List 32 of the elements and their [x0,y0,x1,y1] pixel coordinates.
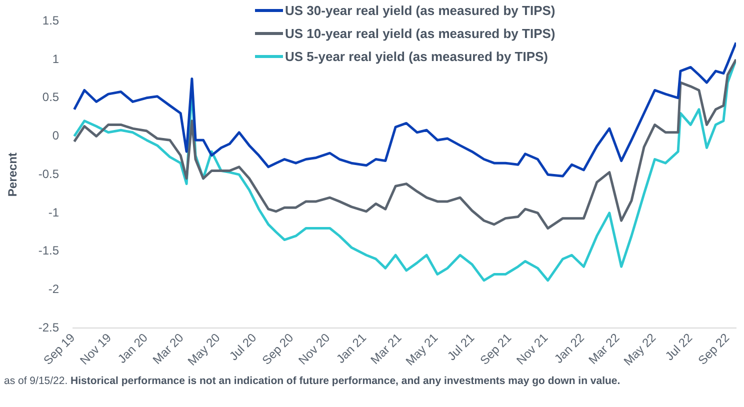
x-tick-label: Nov 21 [514,330,551,368]
x-tick-label: Sep 22 [695,330,732,368]
y-tick-label: -1.5 [38,244,60,258]
x-tick-label: Nov 19 [77,330,114,368]
x-tick-label: Jul 20 [226,330,260,364]
x-tick-label: Mar 20 [150,330,186,367]
y-tick-label: -1 [48,205,60,220]
legend-label: US 10-year real yield (as measured by TIPS) [285,26,556,40]
y-tick-label: -2 [48,282,60,296]
y-tick-label: -0.5 [38,166,60,181]
y-tick-label: 0 [52,128,60,143]
legend-label: US 30-year real yield (as measured by TIPS) [285,2,556,18]
y-tick-label: 0.5 [42,90,60,104]
x-tick-label: Jan 20 [115,330,151,366]
text: as of 9/15/22. [4,375,68,387]
x-tick-label: Jan 22 [552,330,588,366]
x-tick-label: Jul 22 [662,330,696,364]
x-tick-label: May 21 [402,330,441,368]
x-tick-label: Sep 20 [259,330,296,368]
x-tick-label: Nov 20 [296,330,333,368]
legend-label: US 5-year real yield (as measured by TIPS) [285,48,548,64]
x-tick-label: Sep 21 [477,330,514,368]
x-tick-label: Jul 21 [444,330,478,364]
x-tick-label: Mar 21 [368,330,404,367]
y-tick-label: 1 [52,52,60,66]
y-tick-label: 1.5 [42,14,60,28]
x-tick-label: May 20 [184,330,223,368]
y-axis-title: Perecnt [6,152,20,197]
x-tick-label: Mar 22 [586,330,622,367]
text: Historical performance is not an indication of future performance, and any investments may go down in value. [70,375,620,387]
x-tick-label: May 22 [620,330,659,368]
x-tick-label: Jan 21 [334,330,370,366]
